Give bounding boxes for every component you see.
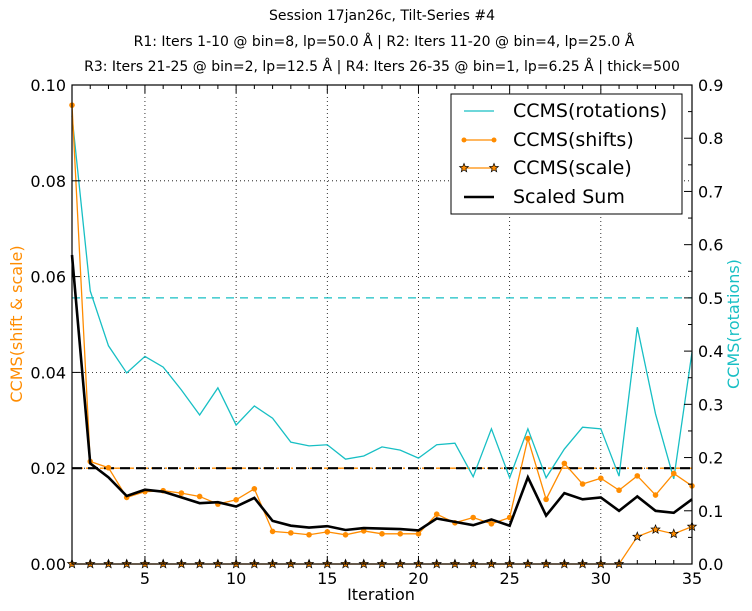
- series-scaled-sum: [70, 254, 693, 532]
- y-left-tick-label: 0.10: [30, 76, 66, 95]
- y-right-tick-label: 0.1: [698, 502, 723, 521]
- data-point-shift: [433, 511, 440, 517]
- x-tick-label: 20: [408, 569, 428, 588]
- data-point-shift: [543, 496, 549, 503]
- x-tick-label: 35: [682, 569, 702, 588]
- x-tick-label: 30: [591, 569, 611, 588]
- data-point-shift: [233, 497, 239, 503]
- y-right-tick-label: 0.7: [698, 182, 723, 201]
- y-left-tick-label: 0.04: [30, 363, 66, 382]
- data-point-shift: [251, 485, 258, 492]
- data-point-shift: [652, 492, 659, 498]
- legend-item-sum: Scaled Sum: [464, 186, 625, 208]
- data-point-shift: [561, 460, 568, 467]
- x-tick-label: 25: [499, 569, 519, 588]
- data-point-shift: [598, 475, 604, 482]
- data-point-shift: [379, 531, 385, 537]
- legend-item-rotations: CCMS(rotations): [464, 100, 667, 122]
- data-point-shift: [616, 487, 622, 494]
- data-point-scale: [632, 531, 643, 542]
- y-right-tick-label: 0.5: [698, 289, 723, 308]
- data-point-shift: [470, 514, 476, 521]
- data-point-shift: [670, 470, 677, 477]
- y-right-tick-label: 0.4: [698, 342, 723, 361]
- x-tick-labels: 5 10 15 20 25 30 35: [140, 569, 702, 588]
- data-point-shift: [269, 528, 276, 535]
- y-left-tick-labels: 0.00 0.02 0.04 0.06 0.08 0.10: [30, 76, 66, 574]
- data-point-shift: [342, 531, 349, 538]
- legend-label-shifts: CCMS(shifts): [513, 129, 634, 151]
- y-right-tick-label: 0.0: [698, 555, 723, 574]
- legend-item-scale: CCMS(scale): [458, 157, 632, 179]
- x-tick-label: 15: [317, 569, 337, 588]
- data-point-shift: [178, 490, 185, 496]
- legend-marker-shifts: [461, 137, 467, 143]
- data-point-shift: [525, 435, 531, 442]
- legend: CCMS(rotations) CCMS(shifts) CCMS(scale)…: [450, 93, 683, 215]
- chart-subtitle-line-1: R1: Iters 1-10 @ bin=8, lp=50.0 Å | R2: …: [133, 34, 635, 50]
- data-point-shift: [306, 531, 312, 538]
- y-right-axis-label: CCMS(rotations): [724, 259, 743, 389]
- y-left-tick-label: 0.06: [30, 268, 66, 287]
- data-point-scale: [650, 523, 661, 535]
- legend-marker-shifts: [491, 137, 497, 143]
- x-axis-label: Iteration: [347, 585, 415, 604]
- y-right-tick-labels: 0.0 0.1 0.2 0.3 0.4 0.5 0.6 0.7 0.8 0.9: [698, 76, 723, 574]
- x-tick-label: 10: [226, 569, 246, 588]
- y-left-tick-label: 0.02: [30, 459, 66, 478]
- legend-label-scale: CCMS(scale): [513, 157, 632, 179]
- chart-subtitle-line-2: R3: Iters 21-25 @ bin=2, lp=12.5 Å | R4:…: [84, 59, 680, 75]
- reference-lines: [72, 297, 692, 470]
- data-point-shift: [105, 464, 112, 471]
- y-left-tick-label: 0.00: [30, 555, 66, 574]
- chart-title: Session 17jan26c, Tilt-Series #4: [268, 8, 496, 24]
- data-point-shift: [488, 520, 495, 527]
- y-left-axis-label: CCMS(shift & scale): [7, 245, 26, 402]
- x-tick-label: 5: [140, 569, 150, 588]
- legend-label-sum: Scaled Sum: [513, 186, 625, 208]
- data-point-shift: [360, 528, 367, 534]
- data-point-shift: [288, 530, 294, 536]
- legend-marker-scale: [458, 162, 470, 173]
- series-ccms-rotations: [71, 115, 693, 480]
- data-point-scale: [668, 528, 680, 539]
- y-left-tick-label: 0.08: [30, 172, 66, 191]
- y-right-tick-label: 0.9: [698, 76, 723, 95]
- data-point-shift: [196, 493, 203, 500]
- y-right-tick-label: 0.3: [698, 395, 723, 414]
- data-point-shift: [397, 531, 404, 537]
- data-point-shift: [634, 473, 641, 479]
- legend-marker-scale: [488, 162, 500, 173]
- y-right-tick-label: 0.8: [698, 129, 723, 148]
- series-line: [71, 115, 693, 480]
- y-right-tick-label: 0.6: [698, 236, 723, 255]
- legend-item-shifts: CCMS(shifts): [461, 129, 634, 151]
- data-point-shift: [324, 529, 331, 535]
- legend-label-rotations: CCMS(rotations): [513, 100, 667, 122]
- ticks: [71, 84, 693, 565]
- data-point-shift: [415, 531, 422, 537]
- series-line: [70, 254, 693, 532]
- data-point-shift: [579, 481, 586, 487]
- y-right-tick-label: 0.2: [698, 449, 723, 468]
- legend-box: [450, 93, 683, 215]
